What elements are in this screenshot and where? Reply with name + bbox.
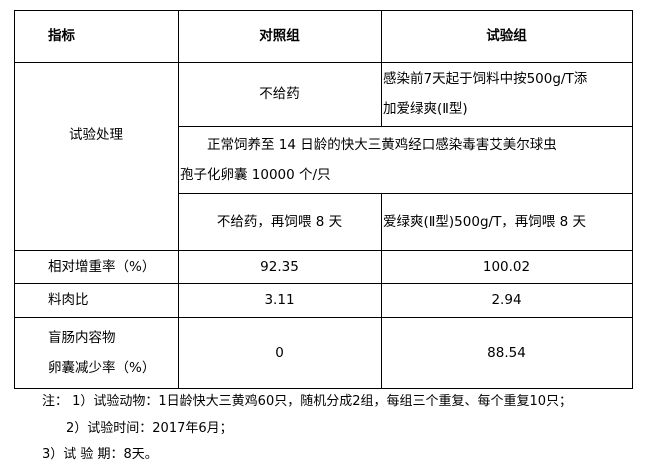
row-label-oocyst-reduction: 盲肠内容物 卵囊减少率（%） (48, 317, 178, 388)
header-indicator: 指标 (48, 28, 75, 44)
header-trial-group: 试验组 (486, 28, 527, 44)
trial-post-treatment: 爱绿爽(Ⅱ型)500g/T，再饲喂 8 天 (383, 213, 586, 230)
trial-pre-treatment-line: 加爱绿爽(Ⅱ型) (383, 101, 468, 117)
shared-infection-treatment: 正常饲养至 14 日龄的快大三黄鸡经口感染毒害艾美尔球虫 孢子化卵囊 10000… (180, 126, 632, 193)
treatment-label: 试验处理 (69, 127, 123, 143)
row-label-line: 盲肠内容物 (48, 329, 116, 346)
control-weight-gain: 92.35 (260, 258, 299, 275)
row-label-weight-gain: 相对增重率（%） (48, 258, 156, 275)
row-label-line: 卵囊减少率（%） (48, 359, 156, 376)
trial-feed-ratio: 2.94 (491, 292, 522, 308)
shared-treatment-line: 孢子化卵囊 10000 个/只 (180, 166, 331, 183)
trial-pre-treatment: 感染前7天起于饲料中按500g/T添 加爱绿爽(Ⅱ型) (383, 62, 633, 126)
control-post-treatment: 不给药，再饲喂 8 天 (216, 213, 343, 230)
control-oocyst-reduction: 0 (275, 344, 284, 361)
trial-pre-treatment-line: 感染前7天起于饲料中按500g/T添 (383, 71, 588, 87)
note-3: 3）试 验 期：8天。 (42, 447, 158, 462)
header-control-group: 对照组 (259, 28, 300, 44)
trial-oocyst-reduction: 88.54 (487, 344, 526, 361)
shared-treatment-line: 正常饲养至 14 日龄的快大三黄鸡经口感染毒害艾美尔球虫 (207, 136, 557, 153)
control-feed-ratio: 3.11 (264, 292, 295, 308)
trial-weight-gain: 100.02 (482, 258, 531, 275)
note-1: 注： 1）试验动物：1日龄快大三黄鸡60只，随机分成2组，每组三个重复、每个重复… (42, 394, 573, 409)
note-2: 2）试验时间：2017年6月； (66, 421, 233, 436)
control-pre-treatment: 不给药 (259, 86, 300, 102)
row-label-feed-ratio: 料肉比 (48, 292, 89, 308)
